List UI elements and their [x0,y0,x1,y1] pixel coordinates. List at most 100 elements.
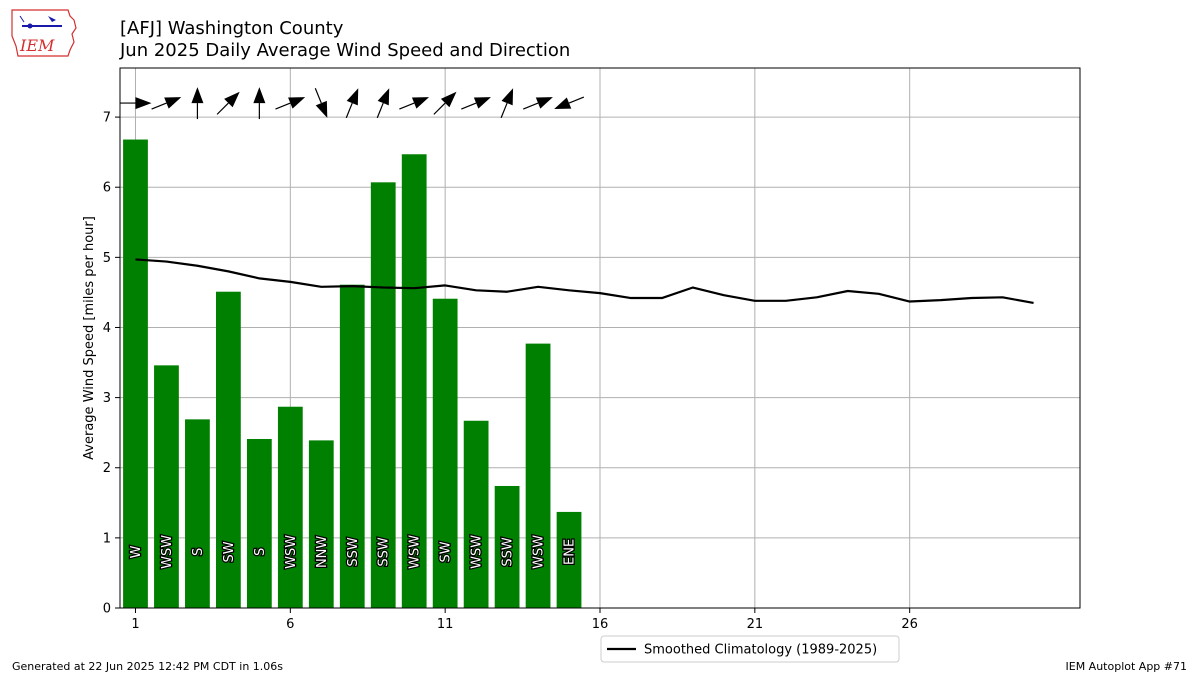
wind-arrow-head [346,88,359,106]
bar-day-8 [339,284,365,608]
wind-arrow-day-13 [500,88,514,119]
direction-label-day-1: W [129,545,144,558]
y-axis-label: Average Wind Speed [miles per hour] [82,216,97,460]
direction-label-day-5: S [253,548,268,556]
logo-text: IEM [19,36,55,55]
bar-day-12 [463,420,489,608]
bar-day-13 [494,485,520,608]
iem-logo: IEM [11,9,77,57]
bar-day-14 [525,343,551,608]
wind-arrow-shaft [376,102,384,119]
wind-arrow-shaft [461,102,477,110]
legend-entry-climatology: Smoothed Climatology (1989-2025) [644,643,877,658]
wind-arrow-day-12 [461,97,491,110]
wind-arrow-head [377,88,390,106]
x-tick-label: 11 [437,617,454,632]
bar-day-7 [308,440,334,608]
wind-arrow-shaft [275,102,291,110]
wind-arrow-head [554,97,572,110]
wind-arrow-day-4 [216,91,240,115]
wind-arrow-day-5 [253,87,266,120]
legend-box [600,635,900,663]
wind-arrow-head [253,87,266,104]
direction-label-day-3: S [191,548,206,556]
wind-arrow-shaft [151,102,167,110]
wind-arrow-day-10 [399,97,430,110]
wind-arrow-head [224,91,240,108]
wind-arrow-head [135,97,152,110]
direction-label-day-2: WSW [160,535,175,569]
x-tick-label: 1 [131,617,139,632]
chart-title-description: Jun 2025 Daily Average Wind Speed and Di… [120,40,571,61]
direction-label-day-15: ENE [563,539,578,565]
wind-arrow-head [473,97,491,109]
wind-arrow-day-1 [119,97,152,110]
wind-arrow-day-9 [376,88,390,119]
direction-label-day-7: NNW [315,536,330,568]
bar-day-9 [370,182,396,608]
wind-arrow-head [315,100,328,118]
wind-arrow-shaft [568,96,585,104]
y-tick-label: 2 [103,461,111,476]
wind-arrow-head [191,87,204,104]
wind-arrow-head [535,97,553,109]
x-tick-label: 16 [592,617,609,632]
bar-day-11 [432,298,458,608]
direction-label-day-10: WSW [408,535,423,569]
wind-arrow-day-2 [151,97,182,110]
wind-arrow-shaft [500,102,508,119]
wind-arrow-shaft [345,102,353,119]
wind-arrow-head [501,88,514,106]
footer-generated: Generated at 22 Jun 2025 12:42 PM CDT in… [12,660,284,673]
wind-arrow-head [164,97,182,109]
wind-arrow-head [411,97,430,109]
x-tick-label: 26 [901,617,918,632]
wind-arrow-day-15 [554,96,585,110]
bar-day-3 [185,419,210,608]
direction-label-day-13: SSW [501,537,516,567]
direction-label-day-14: WSW [532,535,547,569]
wind-arrow-shaft [314,88,322,104]
y-tick-label: 3 [103,391,111,406]
y-tick-label: 7 [103,111,111,126]
bars [123,139,582,608]
bar-day-1 [123,139,148,608]
direction-label-day-12: WSW [470,535,485,569]
y-tick-label: 0 [103,602,111,617]
wind-arrow-head [288,97,306,109]
direction-labels: W WSW S SW S WSW NNW SSW SSW WSW SW WSW SSW WSW ENE [128,534,579,571]
direction-label-day-6: WSW [284,535,299,569]
bar-day-15 [556,511,582,608]
legend: Smoothed Climatology (1989-2025) [600,635,900,663]
direction-label-day-8: SSW [346,537,361,567]
y-tick-label: 4 [103,321,111,336]
wind-arrows [119,87,585,120]
wind-arrow-day-14 [523,97,553,110]
wind-arrow-shaft [523,102,539,110]
climatology-line [135,258,1034,305]
y-tick-label: 6 [103,181,111,196]
direction-label-day-4: SW [222,541,237,562]
wind-arrow-day-6 [275,97,306,110]
wind-arrow-shaft [433,102,446,115]
wind-arrow-shaft [216,102,229,115]
direction-label-day-9: SSW [377,537,392,567]
wind-arrow-day-7 [314,88,328,118]
x-axis-ticks: 1 6 11 16 21 26 [131,608,918,632]
footer-app: IEM Autoplot App #71 [1065,660,1188,673]
iowa-outline-shape [11,9,77,57]
wind-arrow-shaft [399,102,415,110]
direction-label-day-11: SW [439,541,454,562]
bar-day-2 [154,365,179,608]
climatology-line-group [135,258,1034,305]
x-tick-label: 6 [286,617,294,632]
bar-day-10 [401,154,427,608]
y-axis-ticks: 0 1 2 3 4 5 6 7 [103,111,120,617]
y-tick-label: 1 [103,531,111,546]
wind-arrow-day-11 [433,91,457,115]
wind-arrow-day-3 [191,87,204,120]
x-tick-label: 21 [747,617,764,632]
y-tick-label: 5 [103,251,111,266]
bar-day-4 [216,291,241,608]
